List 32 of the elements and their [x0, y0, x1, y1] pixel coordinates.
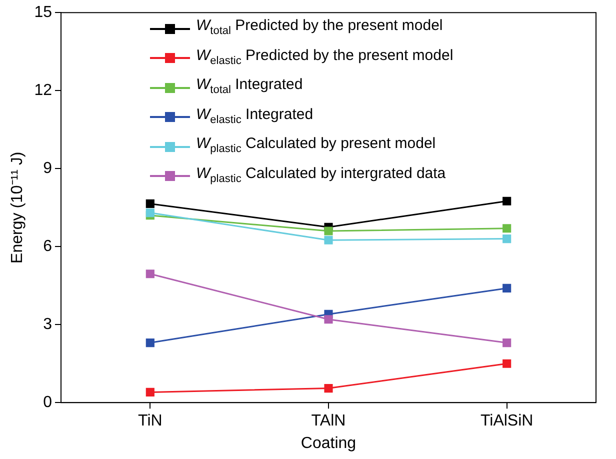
legend-label: W$_{plastic}$ Calculated by intergrated data	[196, 164, 446, 186]
point	[502, 284, 512, 292]
point	[146, 270, 154, 278]
legend-label: W$_{elastic}$ Predicted by the present model	[196, 46, 454, 68]
point	[502, 196, 512, 206]
x-tick-label: TiN	[138, 412, 162, 430]
point	[502, 359, 512, 368]
y-tick-label: 6	[43, 238, 52, 256]
point	[502, 338, 512, 348]
x-tick-label: TAlN	[311, 412, 346, 430]
y-axis-title: Energy (10⁻¹¹ J)	[9, 152, 26, 264]
point	[502, 234, 512, 244]
y-tick-label: 12	[34, 82, 52, 100]
point	[146, 388, 154, 396]
y-tick-label: 0	[43, 394, 52, 412]
point	[146, 208, 154, 218]
legend-label: W$_{elastic}$ Integrated	[196, 104, 314, 128]
point	[146, 338, 154, 348]
y-tick-label: 15	[34, 4, 52, 22]
legend-label: W$_{total}$ Predicted by the present model	[196, 16, 443, 39]
legend-label: W$_{plastic}$ Calculated by present model	[196, 134, 436, 157]
legend-label: W$_{total}$ Integrated	[196, 75, 303, 98]
y-tick-label: 9	[43, 160, 52, 178]
point	[502, 224, 512, 233]
x-axis-title: Coating	[300, 434, 356, 452]
point	[324, 236, 333, 244]
y-tick-label: 3	[43, 316, 52, 334]
point	[324, 384, 333, 393]
point	[324, 226, 333, 236]
x-tick-label: TiAlSiN	[480, 412, 534, 430]
point	[146, 199, 154, 208]
point	[324, 315, 333, 324]
